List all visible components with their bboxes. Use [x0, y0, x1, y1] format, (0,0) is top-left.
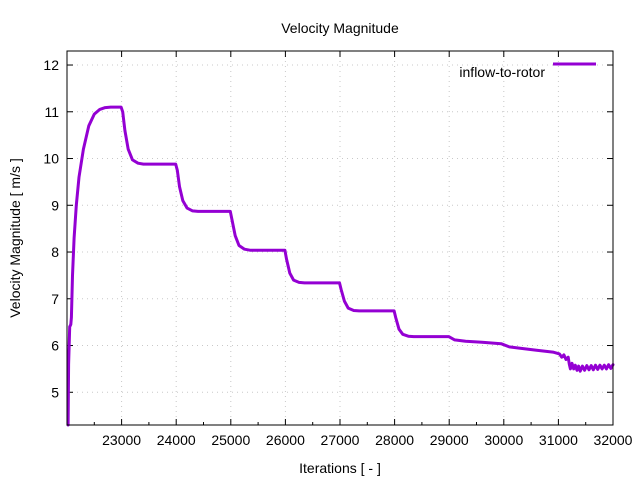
- series-layer: [66, 105, 615, 427]
- y-tick-label: 9: [51, 197, 59, 213]
- x-tick-label: 32000: [594, 432, 633, 448]
- x-tick-label: 23000: [102, 432, 141, 448]
- y-tick-label: 5: [51, 384, 59, 400]
- axis-ticks: 23000 24000 25000 26000 27000 28000 29000 30000…: [43, 51, 633, 448]
- x-tick-label: 26000: [266, 432, 305, 448]
- x-tick-label: 24000: [157, 432, 196, 448]
- x-tick-label: 25000: [211, 432, 250, 448]
- plot-frame: [66, 50, 614, 426]
- legend: inflow-to-rotor: [459, 62, 596, 80]
- x-tick-label: 31000: [539, 432, 578, 448]
- y-tick-label: 11: [44, 104, 59, 120]
- legend-label: inflow-to-rotor: [459, 64, 545, 80]
- x-tick-label: 27000: [321, 432, 360, 448]
- y-tick-label: 12: [43, 57, 59, 73]
- series-line-inflow-to-rotor: [66, 105, 615, 427]
- grid: [67, 51, 614, 425]
- y-axis-label: Velocity Magnitude [ m/s ]: [7, 158, 23, 318]
- x-tick-label: 30000: [484, 432, 523, 448]
- x-axis-label: Iterations [ - ]: [299, 460, 381, 476]
- y-tick-label: 8: [51, 244, 59, 260]
- x-tick-label: 29000: [430, 432, 469, 448]
- x-tick-label: 28000: [375, 432, 414, 448]
- chart-title: Velocity Magnitude: [281, 20, 399, 36]
- y-tick-label: 7: [51, 291, 59, 307]
- y-tick-label: 6: [51, 338, 59, 354]
- y-tick-label: 10: [43, 151, 59, 167]
